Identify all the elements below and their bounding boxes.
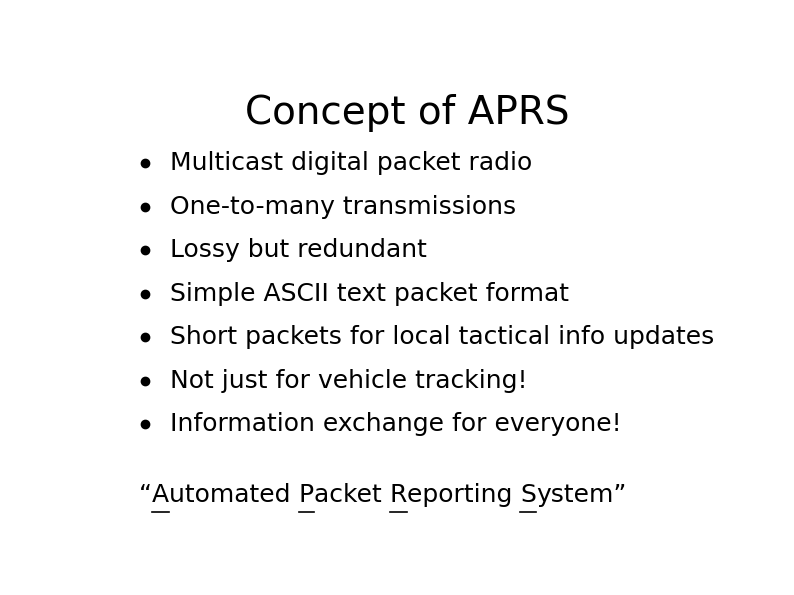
Text: Not just for vehicle tracking!: Not just for vehicle tracking!	[170, 369, 527, 393]
Text: S: S	[521, 483, 537, 507]
Text: ystem”: ystem”	[537, 483, 626, 507]
Text: utomated: utomated	[169, 483, 299, 507]
Text: Short packets for local tactical info updates: Short packets for local tactical info up…	[170, 325, 715, 349]
Text: “: “	[139, 483, 152, 507]
Text: Concept of APRS: Concept of APRS	[245, 94, 569, 132]
Text: Information exchange for everyone!: Information exchange for everyone!	[170, 412, 622, 436]
Text: Simple ASCII text packet format: Simple ASCII text packet format	[170, 281, 569, 306]
Text: A: A	[152, 483, 169, 507]
Text: P: P	[299, 483, 314, 507]
Text: Lossy but redundant: Lossy but redundant	[170, 238, 427, 262]
Text: One-to-many transmissions: One-to-many transmissions	[170, 195, 516, 218]
Text: eporting: eporting	[407, 483, 521, 507]
Text: R: R	[390, 483, 407, 507]
Text: Multicast digital packet radio: Multicast digital packet radio	[170, 151, 532, 175]
Text: acket: acket	[314, 483, 390, 507]
